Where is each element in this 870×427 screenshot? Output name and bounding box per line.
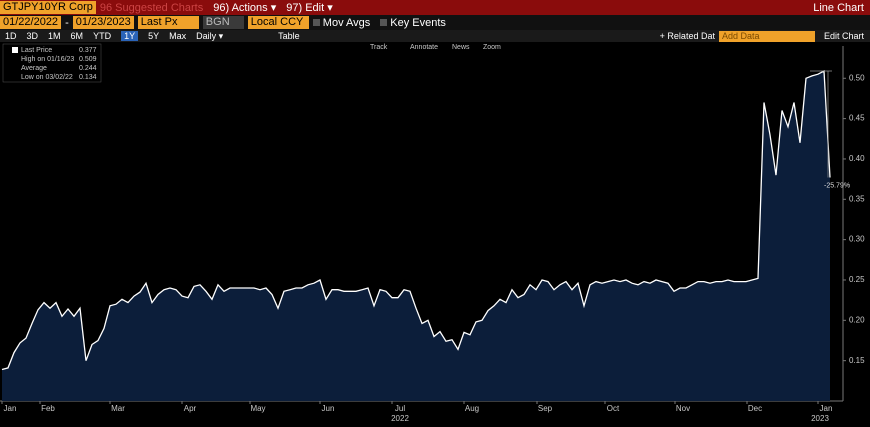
source[interactable]: BGN <box>202 16 244 29</box>
y-tick-label: 0.40 <box>849 154 865 163</box>
table[interactable]: Table <box>278 31 300 41</box>
start-date[interactable]: 01/22/2022 <box>0 16 62 29</box>
chart-kind: Line Chart <box>813 1 864 14</box>
security[interactable]: GTJPY10YR Corp <box>0 1 96 14</box>
area <box>2 71 830 401</box>
x-tick-label: Jan <box>4 404 17 413</box>
chart-tool: News <box>452 44 470 51</box>
legend-swatch <box>12 47 18 53</box>
legend-label: High on 01/16/23 <box>21 56 74 63</box>
legend-value: 0.377 <box>79 47 97 54</box>
line <box>1 69 831 371</box>
period-button[interactable]: Max <box>169 31 187 41</box>
field[interactable]: Last Px <box>137 16 199 29</box>
x-tick-label: Jan <box>820 404 833 413</box>
settings-bar: 01/22/2022 - 01/23/2023 Last Px BGN Loca… <box>0 15 870 30</box>
chart-tool: Zoom <box>483 44 501 51</box>
add-data[interactable]: Add Data <box>718 30 815 42</box>
x-tick-label: Nov <box>676 404 690 413</box>
period-button[interactable]: 1Y <box>121 31 139 41</box>
frequency[interactable]: Daily ▾ <box>196 30 224 41</box>
y-tick-label: 0.25 <box>849 275 865 284</box>
y-tick-label: 0.30 <box>849 235 865 244</box>
period-button[interactable]: 1D <box>5 31 17 41</box>
x-tick-label: Aug <box>465 404 479 413</box>
y-tick-label: 0.15 <box>849 356 865 365</box>
x-tick-label: Sep <box>538 404 553 413</box>
currency[interactable]: Local CCY <box>247 16 309 29</box>
legend: Last Price 0.377 High on 01/16/23 0.509 Aver… <box>2 43 102 83</box>
x-tick-label: Jul <box>395 404 405 413</box>
year-label: 2023 <box>811 414 829 423</box>
x-tick-label: Jun <box>322 404 335 413</box>
checkbox[interactable] <box>312 19 320 26</box>
periods: 1D 3D 1M 6M YTD 1Y 5Y Max <box>0 31 191 41</box>
edit[interactable]: 97) Edit ▾ <box>286 2 333 14</box>
year-label: 2022 <box>391 414 409 423</box>
legend-label: Average <box>21 65 47 72</box>
chart-tool: Track <box>370 44 388 51</box>
period-button[interactable]: 1M <box>48 31 61 41</box>
period-button[interactable]: YTD <box>93 31 112 41</box>
edit-chart[interactable]: Edit Chart <box>823 31 864 41</box>
legend-label: Last Price <box>21 47 52 54</box>
x-tick-label: Feb <box>41 404 55 413</box>
y-tick-label: 0.35 <box>849 194 865 203</box>
chart-tool: Annotate <box>410 44 438 51</box>
legend-value: 0.244 <box>79 65 97 72</box>
checkbox[interactable] <box>380 19 388 26</box>
period-button[interactable]: 3D <box>26 31 39 41</box>
x-tick-label: Oct <box>607 404 620 413</box>
title-bar: GTJPY10YR Corp 96 Suggested Charts 96) A… <box>0 0 870 15</box>
y-tick-label: 0.50 <box>849 73 865 82</box>
related[interactable]: + Related Dat <box>659 31 715 41</box>
period-button[interactable]: 5Y <box>148 31 160 41</box>
period-bar: 1D 3D 1M 6M YTD 1Y 5Y Max Daily ▾ Table + Relat… <box>0 30 870 42</box>
x-tick-label: Apr <box>184 404 197 413</box>
annotation: -25.79% <box>824 182 850 189</box>
legend-value: 0.509 <box>79 56 97 63</box>
legend-value: 0.134 <box>79 74 97 81</box>
x-tick-label: May <box>250 404 265 413</box>
actions[interactable]: 96) Actions ▾ <box>213 2 277 14</box>
end-date[interactable]: 01/23/2023 <box>72 16 134 29</box>
suggested[interactable]: 96 Suggested Charts <box>99 1 204 14</box>
key-events[interactable]: Key Events <box>390 16 446 29</box>
y-tick-label: 0.20 <box>849 315 865 324</box>
period-button[interactable]: 6M <box>70 31 84 41</box>
y-tick-label: 0.45 <box>849 114 865 123</box>
date-sep: - <box>65 16 69 29</box>
x-tick-label: Mar <box>111 404 125 413</box>
legend-label: Low on 03/02/22 <box>21 74 73 81</box>
legend-box <box>2 43 102 83</box>
mov-avgs[interactable]: Mov Avgs <box>322 16 371 29</box>
x-tick-label: Dec <box>748 404 762 413</box>
